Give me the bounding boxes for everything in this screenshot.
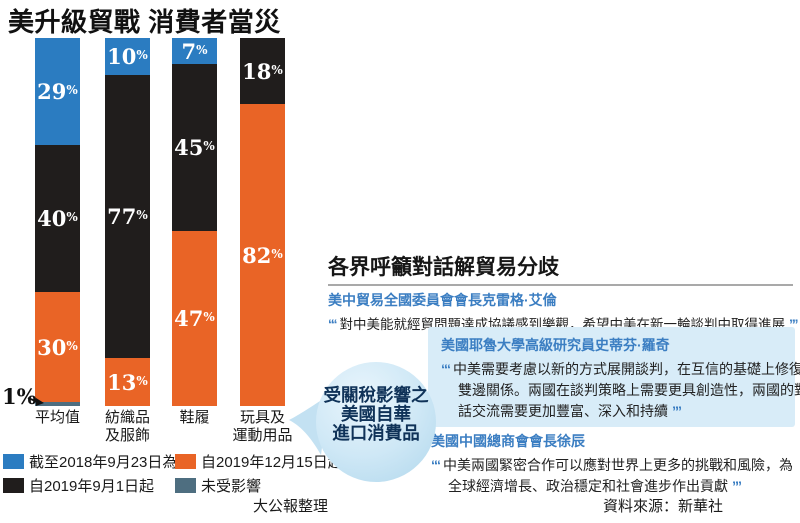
callout-bubble (289, 362, 436, 482)
bar-segment-label: 40% (37, 205, 78, 231)
legend-item: 自2019年12月15日起 (175, 453, 343, 471)
bar-segment-label: 30% (37, 334, 78, 360)
bar-segment-label: 29% (37, 78, 78, 104)
bar-segment: 13% (105, 358, 150, 406)
callout-line-2: 美國自華 (341, 404, 411, 424)
speaker-name: 美中貿易全國委員會會長克雷格·艾倫 (328, 292, 557, 308)
bar-segment: 40% (35, 144, 80, 292)
chart-title: 美升級貿戰 消費者當災 (8, 7, 281, 37)
legend-item: 截至2018年9月23日為止 (3, 453, 193, 471)
bar-segment-label: 10% (107, 43, 148, 69)
quote-block-roach: 美國耶魯大學高級研究員史蒂芬·羅奇 中美需要考慮以新的方式展開談判，在互信的基礎… (428, 327, 800, 427)
stacked-bar-4: 18% 82% (240, 38, 285, 406)
bar-segment-label: 13% (107, 369, 148, 395)
callout-line-3: 進口消費品 (332, 423, 420, 443)
bar-segment-label: 82% (242, 242, 283, 268)
bar-segment: 29% (35, 38, 80, 145)
panel-divider (328, 284, 793, 286)
bar-segment-label: 77% (107, 203, 148, 229)
bar-segment: 45% (172, 64, 217, 232)
legend-swatch (3, 477, 24, 493)
source-label: 資料來源：新華社 (603, 498, 724, 515)
stacked-bar-2: 10% 77% 13% (105, 38, 150, 406)
quote-text: 中美需要考慮以新的方式展開談判，在互信的基礎上修復雙邊關係。兩國在談判策略上需要… (441, 359, 800, 422)
legend-item: 未受影響 (175, 477, 262, 495)
legend-swatch (3, 453, 24, 469)
bar-segment-label: 7% (181, 38, 208, 64)
legend-item: 自2019年9月1日起 (3, 477, 155, 495)
credit-label: 大公報整理 (253, 498, 329, 515)
category-label: 玩具及 運動用品 (232, 409, 293, 444)
speaker-name: 美國耶魯大學高級研究員史蒂芬·羅奇 (441, 337, 670, 353)
legend-label: 未受影響 (201, 477, 262, 495)
legend-swatch (175, 477, 196, 493)
speaker-name: 美國中國總商會會長徐辰 (431, 433, 585, 449)
category-label: 紡織品 及服飾 (104, 409, 150, 444)
bar-segment-label: 18% (242, 58, 283, 84)
panel-title: 各界呼籲對話解貿易分歧 (328, 256, 559, 279)
bar-segment: 30% (35, 291, 80, 403)
bar-segment-label: 47% (174, 306, 215, 332)
bar-segment: 18% (240, 38, 285, 105)
legend-label: 自2019年12月15日起 (201, 453, 343, 471)
bar-segment (35, 402, 80, 406)
legend-label: 截至2018年9月23日為止 (29, 453, 193, 471)
legend-swatch (175, 453, 196, 469)
category-label: 平均值 (34, 409, 80, 426)
pointer-arrow-icon (27, 397, 44, 406)
unaffected-value-label: 1% (2, 384, 37, 409)
quote-block-xuchen: 美國中國總商會會長徐辰 中美兩國緊密合作可以應對世界上更多的挑戰和風險，為全球經… (431, 431, 793, 497)
callout-text: 受關稅影響之 美國自華 進口消費品 (306, 386, 446, 443)
stacked-bar-1: 29% 40% 30% (35, 38, 80, 406)
bar-segment: 82% (240, 104, 285, 406)
callout-line-1: 受關稅影響之 (323, 385, 429, 405)
bar-segment: 47% (172, 231, 217, 406)
bar-segment-label: 45% (174, 135, 215, 161)
stacked-bar-3: 7% 45% 47% (172, 38, 217, 406)
category-label: 鞋履 (179, 409, 210, 426)
bar-segment: 10% (105, 38, 150, 75)
bar-segment: 77% (105, 74, 150, 359)
bar-segment: 7% (172, 38, 217, 65)
legend-label: 自2019年9月1日起 (29, 477, 155, 495)
quote-text: 中美兩國緊密合作可以應對世界上更多的挑戰和風險，為全球經濟增長、政治穩定和社會進… (431, 455, 793, 497)
